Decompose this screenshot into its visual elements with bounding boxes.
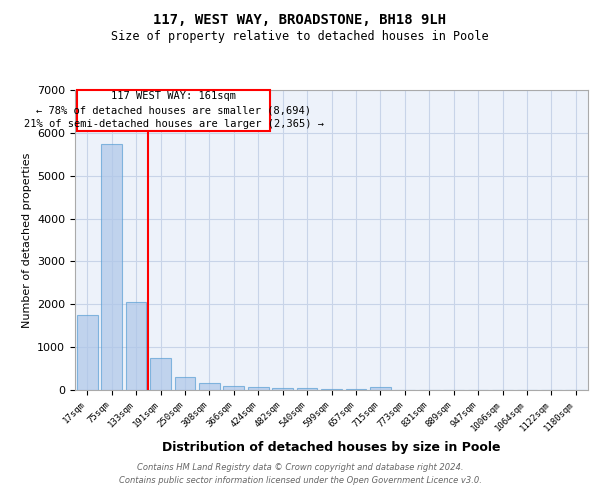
Bar bbox=[77, 315, 98, 390]
FancyBboxPatch shape bbox=[77, 90, 271, 130]
Bar bbox=[370, 388, 391, 390]
Bar bbox=[150, 358, 171, 390]
Bar bbox=[272, 388, 293, 390]
Bar bbox=[321, 388, 342, 390]
Bar bbox=[223, 386, 244, 390]
Bar bbox=[199, 382, 220, 390]
Text: Size of property relative to detached houses in Poole: Size of property relative to detached ho… bbox=[111, 30, 489, 43]
Text: Contains HM Land Registry data © Crown copyright and database right 2024.: Contains HM Land Registry data © Crown c… bbox=[137, 464, 463, 472]
Bar bbox=[346, 389, 367, 390]
Bar bbox=[101, 144, 122, 390]
Text: 117, WEST WAY, BROADSTONE, BH18 9LH: 117, WEST WAY, BROADSTONE, BH18 9LH bbox=[154, 12, 446, 26]
Y-axis label: Number of detached properties: Number of detached properties bbox=[22, 152, 32, 328]
Bar bbox=[175, 377, 196, 390]
Bar bbox=[125, 302, 146, 390]
X-axis label: Distribution of detached houses by size in Poole: Distribution of detached houses by size … bbox=[162, 441, 501, 454]
Bar bbox=[248, 388, 269, 390]
Bar bbox=[296, 388, 317, 390]
Text: Contains public sector information licensed under the Open Government Licence v3: Contains public sector information licen… bbox=[119, 476, 481, 485]
Text: 117 WEST WAY: 161sqm
← 78% of detached houses are smaller (8,694)
21% of semi-de: 117 WEST WAY: 161sqm ← 78% of detached h… bbox=[23, 92, 323, 130]
